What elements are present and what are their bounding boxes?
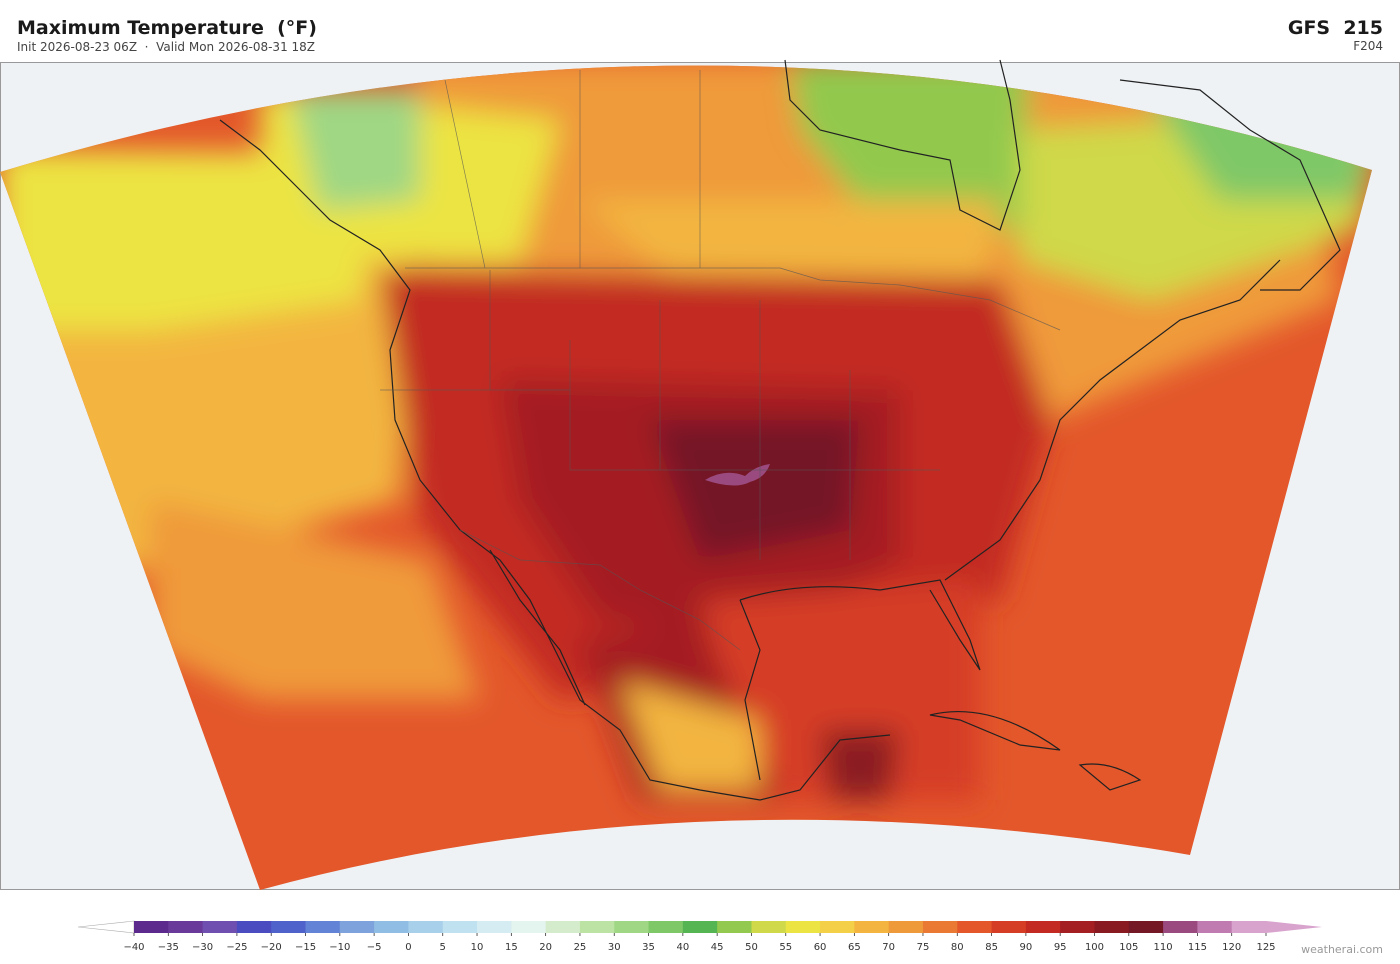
colorbar-tick-label: −5 [367,942,382,953]
colorbar-bin [614,921,650,933]
colorbar-tick-label: 100 [1085,942,1104,953]
colorbar-bin [442,921,478,933]
colorbar-bin [1094,921,1130,933]
colorbar-bin [785,921,821,933]
colorbar-bin [168,921,204,933]
colorbar-bin [236,921,272,933]
colorbar-tick-label: 40 [676,942,689,953]
colorbar-bin [271,921,307,933]
colorbar-bin [545,921,581,933]
colorbar-bin [854,921,890,933]
colorbar-bin [134,921,169,933]
colorbar-bin [202,921,238,933]
colorbar-tick-label: 20 [539,942,552,953]
colorbar-tick-label: 10 [471,942,484,953]
colorbar-tick-label: −30 [192,942,213,953]
colorbar-bin [339,921,375,933]
colorbar-bin [374,921,409,933]
colorbar-extend-low [77,920,135,934]
colorbar-tick-label: 60 [814,942,827,953]
colorbar-tick-label: 85 [985,942,998,953]
credit: weatherai.com [1301,943,1383,956]
colorbar-tick-label: 45 [711,942,724,953]
colorbar-tick-label: −40 [123,942,144,953]
colorbar-tick-label: −15 [295,942,316,953]
colorbar-bin [1025,921,1061,933]
colorbar-tick-label: 115 [1188,942,1207,953]
colorbar-bin [682,921,718,933]
colorbar-tick-label: 35 [642,942,655,953]
colorbar-tick-label: 90 [1020,942,1033,953]
colorbar-tick-label: 65 [848,942,861,953]
colorbar-bin [922,921,958,933]
colorbar-tick-label: 80 [951,942,964,953]
colorbar-tick-label: 55 [779,942,792,953]
colorbar-bin [1231,921,1267,933]
colorbar-tick-label: 110 [1154,942,1173,953]
colorbar-tick-label: −25 [226,942,247,953]
colorbar-tick-label: 50 [745,942,758,953]
colorbar-bin [717,921,752,933]
colorbar-tick-label: 25 [574,942,587,953]
colorbar-tick-label: 125 [1256,942,1275,953]
colorbar-tick-label: 5 [440,942,446,953]
colorbar-bin [888,921,924,933]
subtitle: Init 2026-08-23 06Z · Valid Mon 2026-08-… [17,40,315,54]
colorbar-bin [751,921,787,933]
colorbar-bin [511,921,547,933]
colorbar-bin [957,921,993,933]
borders [380,70,1061,651]
colorbar-bin [579,921,615,933]
colorbar-bin [1060,921,1095,933]
coastlines [219,59,1341,801]
colorbar-bin [991,921,1027,933]
colorbar-extend-high [1266,921,1322,933]
colorbar-tick-label: −10 [329,942,350,953]
colorbar-tick-label: 70 [882,942,895,953]
colorbar-bin [1197,921,1233,933]
colorbar-bin [648,921,684,933]
colorbar-bin [408,921,444,933]
temperature-field [0,65,1372,891]
title: Maximum Temperature (°F) [17,17,317,39]
colorbar-bin [305,921,341,933]
model: GFS 215 [1288,17,1383,39]
colorbar-tick-label: 75 [917,942,930,953]
colorbar-tick-label: 95 [1054,942,1067,953]
forecast-hour: F204 [1353,39,1383,53]
colorbar-bin [477,921,512,933]
colorbar-bin [1128,921,1164,933]
colorbar-tick-label: 105 [1119,942,1138,953]
colorbar-tick-label: −20 [261,942,282,953]
colorbar-tick-label: −35 [158,942,179,953]
colorbar-bin [820,921,855,933]
colorbar-tick-label: 15 [505,942,518,953]
colorbar-tick-label: 120 [1222,942,1241,953]
map [0,59,1400,891]
colorbar-tick-label: 30 [608,942,621,953]
colorbar-bin [1163,921,1198,933]
colorbar-tick-label: 0 [405,942,411,953]
colorbar: −40 −35 −30 −25 −20 −15 −10 −5 0 5 10 15 20 25 30 35 40 4… [77,920,1322,953]
